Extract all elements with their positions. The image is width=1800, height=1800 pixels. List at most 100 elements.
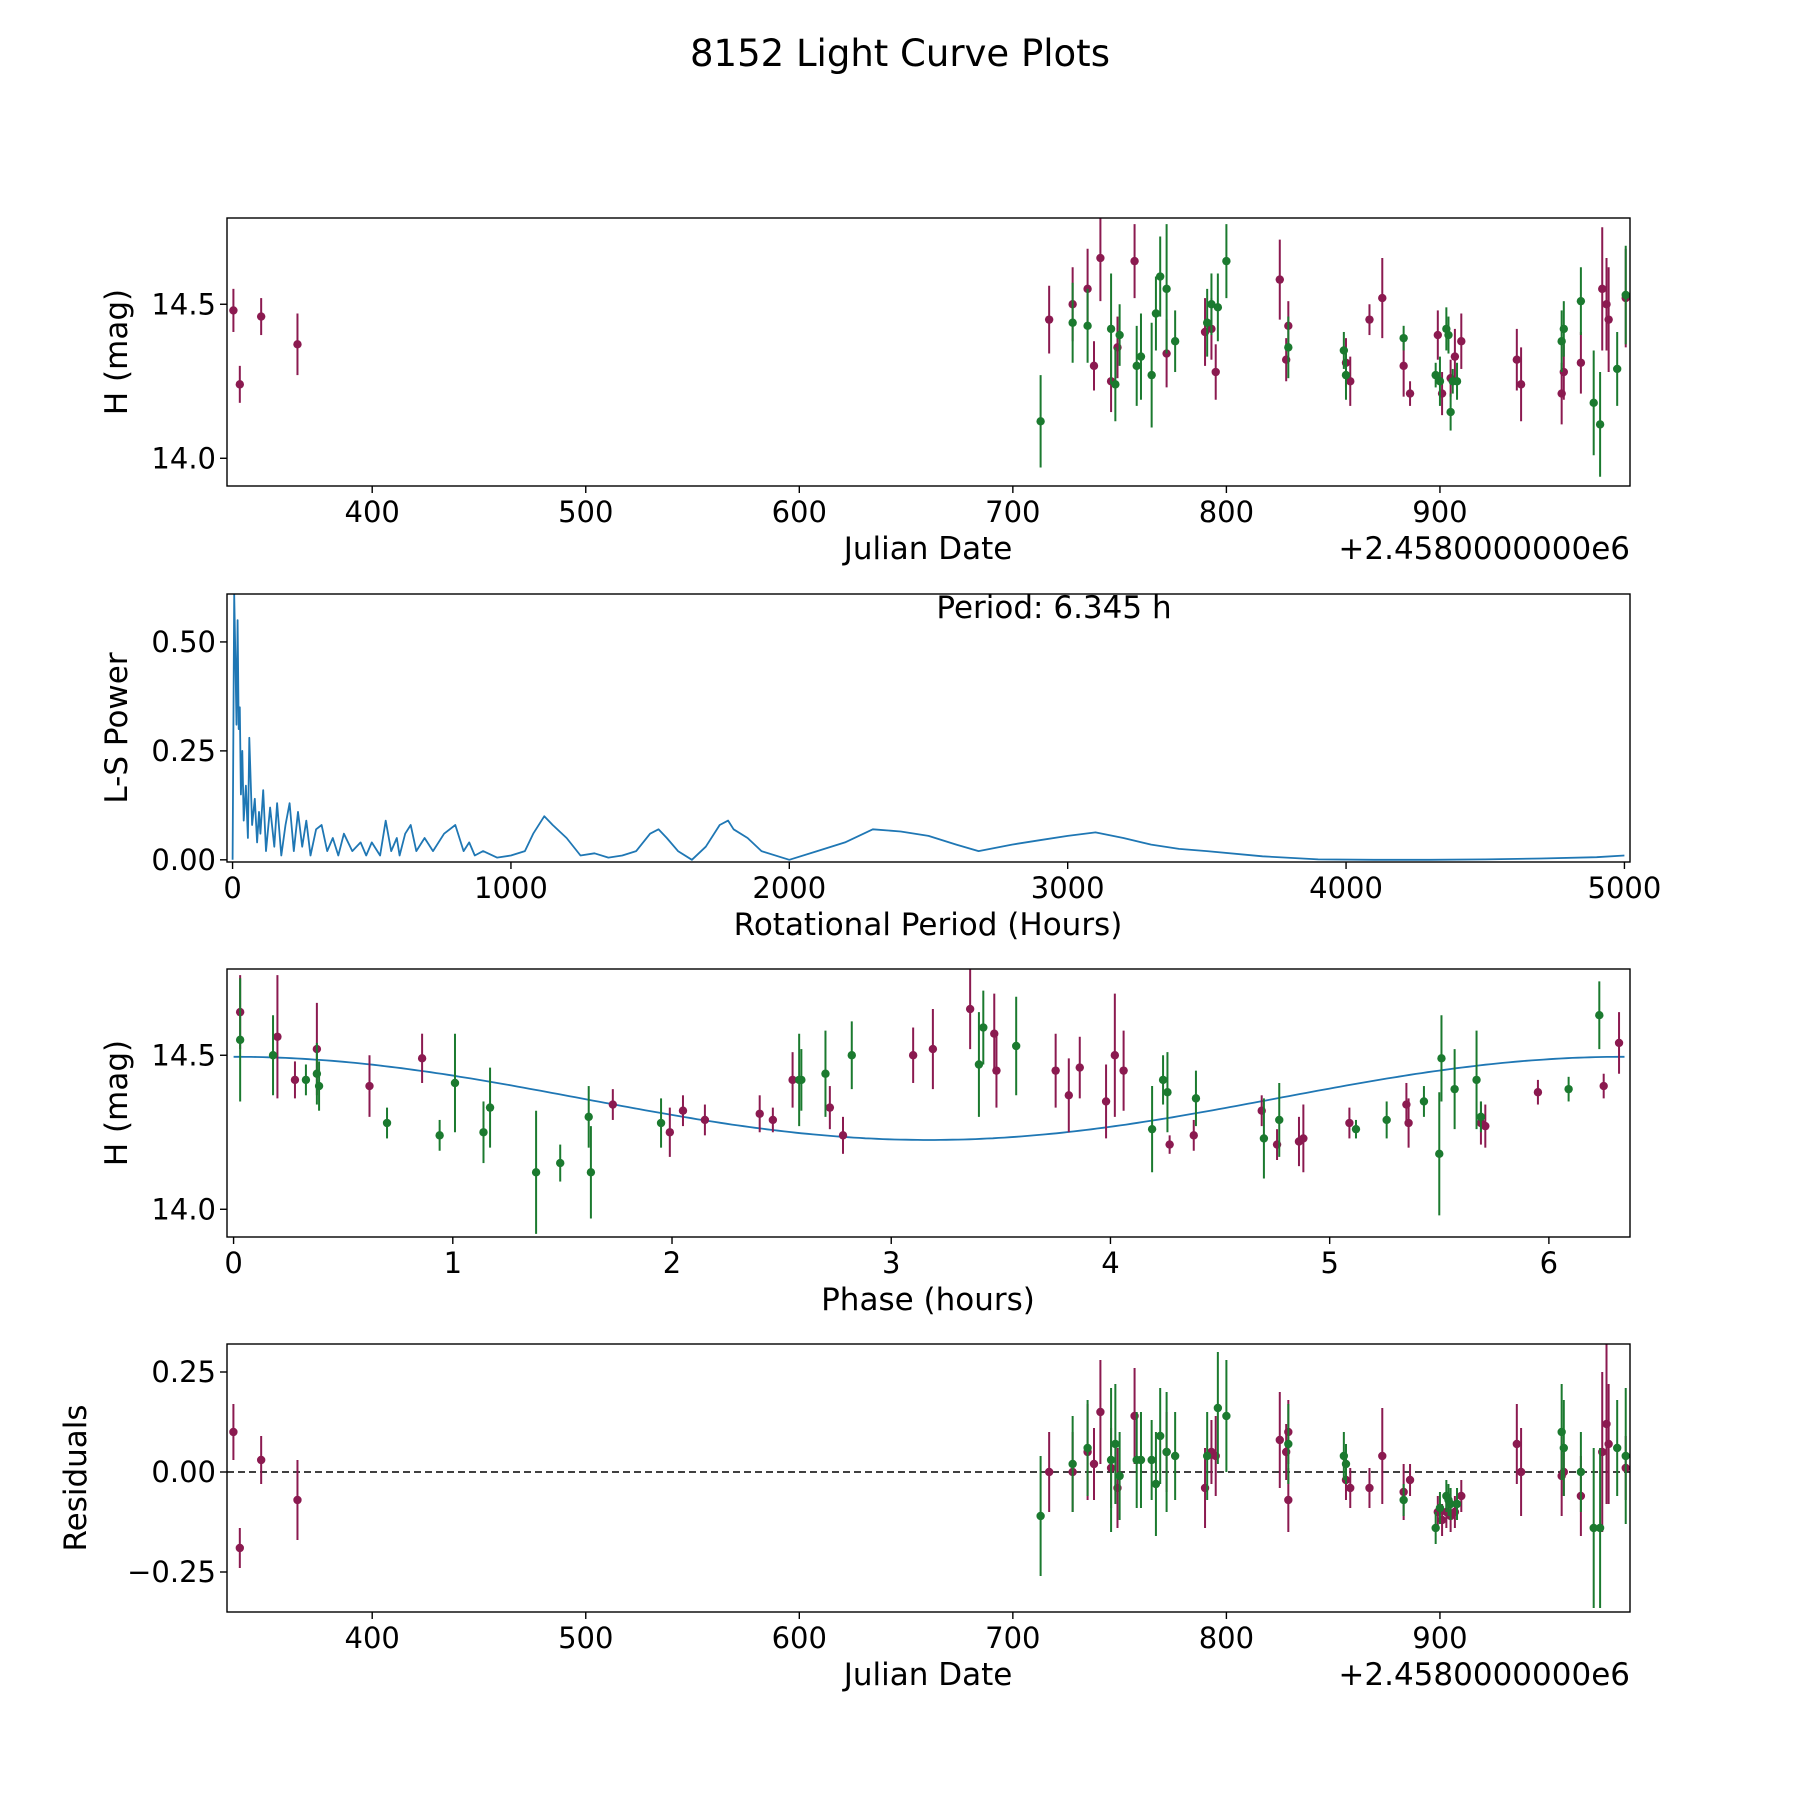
data-point: [273, 1032, 282, 1041]
data-point: [301, 1075, 311, 1085]
data-point: [531, 1168, 541, 1177]
y-tick-label: −0.25: [127, 1555, 216, 1589]
x-tick-label: 1: [444, 1246, 462, 1280]
data-point: [1599, 1081, 1608, 1091]
panel-phase-fold-frame: [226, 968, 1631, 1238]
data-point: [1404, 1118, 1413, 1128]
data-point: [1111, 380, 1120, 389]
data-point: [1399, 333, 1408, 343]
data-point: [1444, 330, 1453, 340]
data-point: [1096, 253, 1105, 263]
data-point: [1452, 377, 1462, 386]
x-tick-label: 1000: [474, 871, 548, 905]
data-point: [1155, 1431, 1165, 1441]
data-point: [678, 1106, 688, 1115]
data-point: [1457, 1491, 1466, 1501]
data-point: [1147, 370, 1156, 380]
data-point: [1155, 272, 1165, 281]
data-point: [1604, 1439, 1613, 1449]
panel-residuals-xlabel: Julian Date: [842, 1657, 1013, 1693]
data-point: [1162, 1447, 1171, 1457]
data-point: [1559, 324, 1569, 334]
panel-phase-fold-content: [233, 969, 1625, 1234]
data-point: [1446, 1499, 1455, 1509]
x-tick-label: 0: [224, 1246, 242, 1280]
y-tick-label: 0.00: [151, 843, 216, 877]
data-point: [1365, 315, 1374, 324]
data-point: [1089, 1459, 1099, 1469]
x-tick-label: 400: [345, 1621, 400, 1655]
data-point: [586, 1168, 596, 1177]
data-point: [1346, 377, 1355, 386]
x-tick-label: 900: [1412, 1621, 1467, 1655]
data-point: [1259, 1134, 1269, 1143]
y-tick-label: 0.50: [151, 625, 216, 659]
data-point: [1595, 420, 1605, 429]
data-point: [1170, 1451, 1180, 1461]
x-tick-label: 3000: [1031, 871, 1105, 905]
panel-phase-fold-xlabel: Phase (hours): [821, 1282, 1035, 1318]
data-point: [1202, 318, 1212, 327]
y-tick-label: 14.5: [151, 287, 216, 321]
data-point: [1450, 352, 1460, 361]
data-point: [1213, 303, 1223, 312]
x-tick-label: 700: [985, 495, 1040, 529]
data-point: [1151, 309, 1161, 318]
data-point: [479, 1128, 488, 1137]
data-point: [290, 1075, 300, 1085]
data-point: [1595, 1011, 1604, 1020]
data-point: [1051, 1066, 1060, 1075]
data-point: [1064, 1091, 1074, 1100]
y-tick-label: 14.5: [151, 1038, 216, 1072]
panel-residuals-frame: [226, 1343, 1631, 1613]
data-point: [1275, 275, 1284, 284]
y-tick-label: 14.0: [151, 1192, 216, 1226]
panel-phase-fold-ylabel: H (mag): [99, 1040, 135, 1166]
y-tick-label: 0.25: [151, 1355, 216, 1389]
panel-phase-fold: 0 1 2 3 4 5 6 14.0 14.5 Phase (hours) H (mag): [99, 968, 1631, 1318]
data-point: [700, 1115, 710, 1125]
data-point: [847, 1051, 856, 1060]
data-point: [965, 1004, 975, 1014]
data-point: [768, 1115, 778, 1125]
data-point: [1346, 1483, 1355, 1493]
series-filter_a: [229, 218, 1630, 425]
data-point: [1115, 330, 1124, 340]
x-tick-label: 3: [882, 1246, 900, 1280]
data-point: [1476, 1112, 1486, 1122]
panel-residuals-ylabel: Residuals: [58, 1404, 94, 1551]
data-point: [1207, 300, 1216, 309]
panel-periodogram-ylabel: L-S Power: [99, 652, 135, 803]
data-point: [1481, 1121, 1490, 1131]
data-point: [584, 1112, 593, 1122]
period-annotation: Period: 6.345 h: [936, 590, 1171, 626]
data-point: [1595, 1523, 1605, 1533]
data-point: [1213, 1403, 1223, 1413]
data-point: [268, 1051, 278, 1060]
data-point: [1437, 1054, 1446, 1063]
data-point: [838, 1131, 848, 1140]
data-point: [755, 1109, 764, 1118]
series-filter_a: [229, 1344, 1630, 1568]
data-point: [256, 312, 266, 321]
data-point: [1011, 1041, 1021, 1051]
panel-periodogram-ticks: 0 1000 2000 3000 4000 5000 0.00 0.25 0.50: [151, 625, 1661, 905]
data-point: [1147, 1455, 1156, 1465]
panel-residuals-content: [227, 1344, 1630, 1608]
data-point: [1576, 1467, 1586, 1477]
x-tick-label: 6: [1540, 1246, 1558, 1280]
x-tick-label: 600: [772, 495, 827, 529]
data-point: [1119, 1066, 1128, 1075]
data-point: [1068, 318, 1077, 327]
data-point: [1044, 1467, 1054, 1477]
data-point: [235, 1543, 245, 1553]
data-point: [797, 1075, 806, 1085]
data-point: [1433, 330, 1443, 340]
data-point: [1452, 1499, 1462, 1509]
data-point: [1435, 1149, 1444, 1159]
data-point: [1284, 343, 1293, 352]
data-point: [1130, 256, 1139, 266]
x-tick-label: 4000: [1309, 871, 1383, 905]
x-tick-label: 500: [558, 495, 613, 529]
